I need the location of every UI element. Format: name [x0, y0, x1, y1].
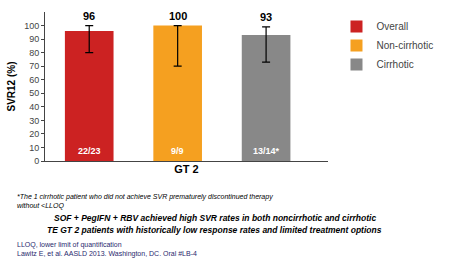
svg-text:Non-cirrhotic: Non-cirrhotic [376, 40, 433, 51]
svg-text:100: 100 [169, 10, 187, 22]
svg-text:60: 60 [29, 75, 39, 85]
svg-text:Overall: Overall [376, 21, 408, 32]
svg-text:9/9: 9/9 [171, 146, 184, 156]
svg-text:*The 1 cirrhotic patient who d: *The 1 cirrhotic patient who did not ach… [17, 193, 273, 201]
svg-text:TE GT 2 patients with historic: TE GT 2 patients with historically low r… [47, 225, 382, 235]
svg-text:90: 90 [29, 34, 39, 44]
svg-text:LLOQ, lower limit of quantific: LLOQ, lower limit of quantification [17, 241, 122, 249]
svg-text:80: 80 [29, 48, 39, 58]
svg-text:40: 40 [29, 102, 39, 112]
svg-text:70: 70 [29, 61, 39, 71]
svg-text:SVR12 (%): SVR12 (%) [6, 61, 17, 111]
svg-text:10: 10 [29, 143, 39, 153]
svg-text:30: 30 [29, 116, 39, 126]
svg-text:Cirrhotic: Cirrhotic [376, 59, 413, 70]
svg-text:50: 50 [29, 88, 39, 98]
svg-text:96: 96 [83, 10, 95, 22]
svg-text:without <LLOQ: without <LLOQ [17, 202, 64, 210]
svg-text:22/23: 22/23 [78, 146, 101, 156]
svg-text:93: 93 [260, 11, 272, 23]
svg-text:Lawitz E, et al. AASLD 2013. W: Lawitz E, et al. AASLD 2013. Washington,… [17, 250, 197, 258]
svg-text:13/14*: 13/14* [253, 146, 280, 156]
svg-text:GT 2: GT 2 [174, 163, 198, 175]
svg-text:SOF + PegIFN + RBV achieved hi: SOF + PegIFN + RBV achieved high SVR rat… [54, 213, 376, 223]
svg-text:0: 0 [34, 156, 39, 166]
svg-text:20: 20 [29, 129, 39, 139]
svg-text:100: 100 [24, 21, 39, 31]
